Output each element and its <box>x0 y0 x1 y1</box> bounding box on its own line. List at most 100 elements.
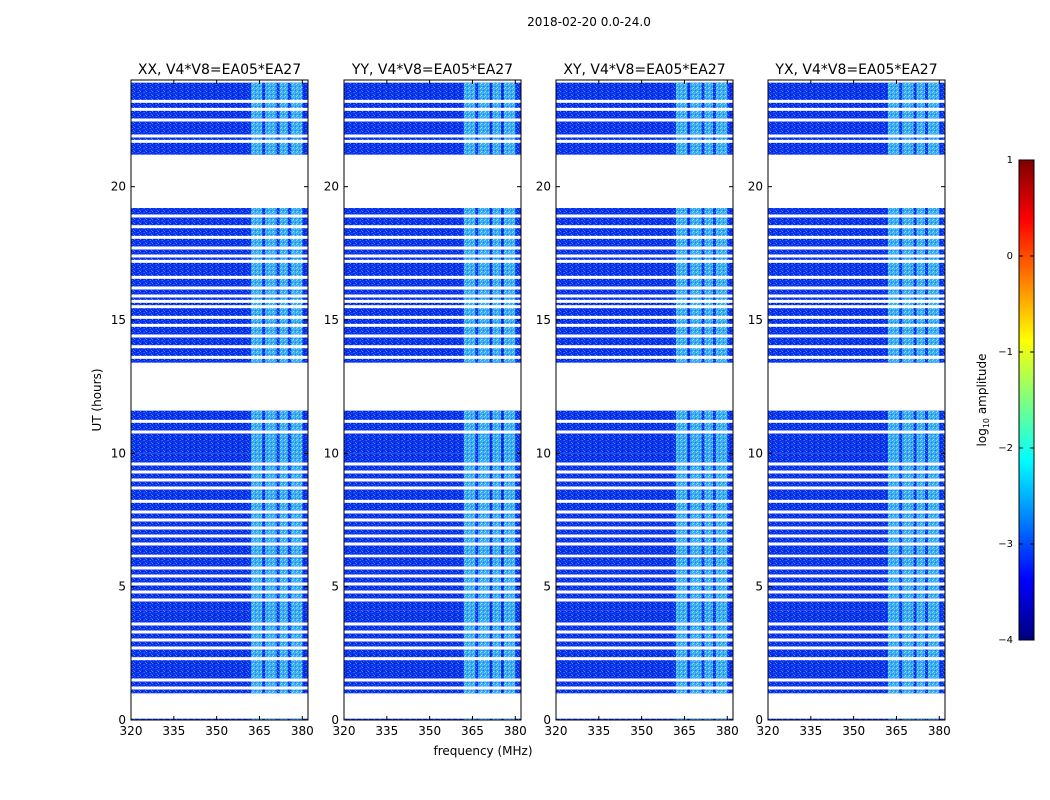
figure-suptitle: 2018-02-20 0.0-24.0 <box>527 15 651 29</box>
rfi-band <box>265 610 277 694</box>
flagged-row <box>344 294 521 298</box>
plot-frame <box>343 79 522 721</box>
flagged-row <box>556 499 733 503</box>
rfi-band <box>704 453 714 555</box>
panel-xx: XX, V4*V8=EA05*EA27 320 335 350 365 380 0 5 10 15… <box>111 62 314 738</box>
rfi-band <box>902 453 914 555</box>
flagged-row <box>768 259 945 263</box>
flagged-row <box>131 107 308 111</box>
flagged-row <box>131 678 308 682</box>
flagged-row <box>131 99 308 103</box>
flagged-row <box>344 470 521 474</box>
flagged-row <box>344 598 521 602</box>
flagged-row <box>556 214 733 218</box>
rfi-band <box>887 718 900 720</box>
data-block <box>556 718 733 720</box>
data-block <box>768 453 945 555</box>
x-tick-label: 335 <box>162 724 185 738</box>
rfi-band <box>916 208 926 363</box>
flagged-row <box>768 622 945 626</box>
flagged-row <box>556 534 733 538</box>
panel-yx: YX, V4*V8=EA05*EA27 320 335 350 365 380 0 5 10 15… <box>748 62 951 738</box>
x-tick-label: 380 <box>716 724 739 738</box>
flagged-row <box>768 686 945 690</box>
flagged-row <box>131 646 308 650</box>
flagged-row <box>344 486 521 490</box>
flagged-row <box>556 235 733 239</box>
flagged-row <box>556 526 733 530</box>
y-tick-label: 0 <box>755 713 763 727</box>
x-tick-label: 320 <box>333 724 356 738</box>
flagged-row <box>344 430 521 434</box>
y-tick-label: 10 <box>536 446 551 460</box>
flagged-row <box>131 259 308 263</box>
rfi-band <box>690 453 702 555</box>
flagged-row <box>344 286 521 290</box>
rfi-band <box>250 718 263 720</box>
flagged-row <box>344 345 521 349</box>
y-tick-label: 5 <box>118 580 126 594</box>
flagged-row <box>131 118 308 122</box>
flagged-row <box>344 630 521 634</box>
flagged-row <box>768 499 945 503</box>
rfi-band <box>715 208 728 363</box>
flagged-row <box>344 214 521 218</box>
x-tick-label: 380 <box>291 724 314 738</box>
rfi-band <box>250 208 263 363</box>
x-axis-label: frequency (MHz) <box>433 744 532 758</box>
flagged-row <box>768 510 945 514</box>
rfi-band <box>250 610 263 694</box>
flagged-row <box>556 566 733 570</box>
flagged-row <box>344 259 521 263</box>
flagged-row <box>768 518 945 522</box>
rfi-band <box>675 208 688 363</box>
rfi-band <box>916 718 926 720</box>
rfi-band <box>887 453 900 555</box>
flagged-row <box>556 345 733 349</box>
flagged-row <box>131 510 308 514</box>
flagged-row <box>344 107 521 111</box>
flagged-row <box>344 574 521 578</box>
x-tick-label: 335 <box>375 724 398 738</box>
flagged-row <box>131 323 308 327</box>
rfi-band <box>704 718 714 720</box>
flagged-row <box>344 235 521 239</box>
flagged-row <box>768 419 945 423</box>
rfi-band <box>887 208 900 363</box>
flagged-row <box>768 286 945 290</box>
colorbar-label: log10 amplitude <box>975 354 991 447</box>
rfi-band <box>704 610 714 694</box>
flagged-row <box>131 305 308 309</box>
heatmap-cells <box>131 82 308 720</box>
colorbar-label-rest: amplitude <box>975 354 989 418</box>
y-tick-label: 10 <box>748 446 763 460</box>
y-tick-label: 15 <box>111 313 126 327</box>
flagged-row <box>768 566 945 570</box>
flagged-row <box>556 510 733 514</box>
panel-title: XX, V4*V8=EA05*EA27 <box>138 62 301 78</box>
y-tick-label: 20 <box>748 180 763 194</box>
rfi-band <box>902 718 914 720</box>
data-block <box>344 453 521 555</box>
flagged-row <box>556 259 733 263</box>
rfi-band <box>279 453 289 555</box>
flagged-row <box>344 526 521 530</box>
rfi-band <box>478 453 490 555</box>
heatmap-cells <box>556 82 733 720</box>
panel-title: XY, V4*V8=EA05*EA27 <box>563 62 725 78</box>
flagged-row <box>768 107 945 111</box>
flagged-row <box>556 355 733 359</box>
x-tick-label: 320 <box>545 724 568 738</box>
rfi-band <box>250 453 263 555</box>
flagged-row <box>344 510 521 514</box>
flagged-row <box>131 134 308 138</box>
flagged-row <box>344 355 521 359</box>
rfi-band <box>503 718 516 720</box>
rfi-band <box>478 718 490 720</box>
flagged-row <box>556 315 733 319</box>
flagged-row <box>344 254 521 258</box>
flagged-row <box>131 622 308 626</box>
flagged-row <box>556 486 733 490</box>
flagged-row <box>344 622 521 626</box>
flagged-row <box>768 118 945 122</box>
